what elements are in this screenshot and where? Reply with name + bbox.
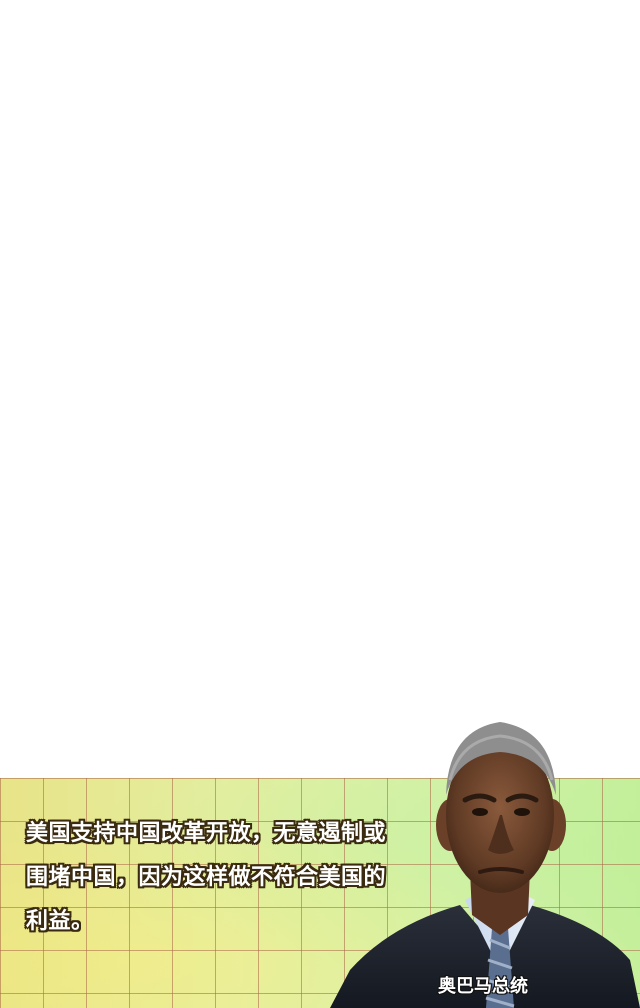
blank-area xyxy=(0,0,640,778)
portrait-image xyxy=(330,700,640,1008)
quote-line-3: 利益。 xyxy=(26,909,94,934)
caption-label: 奥巴马总统 xyxy=(438,972,528,998)
